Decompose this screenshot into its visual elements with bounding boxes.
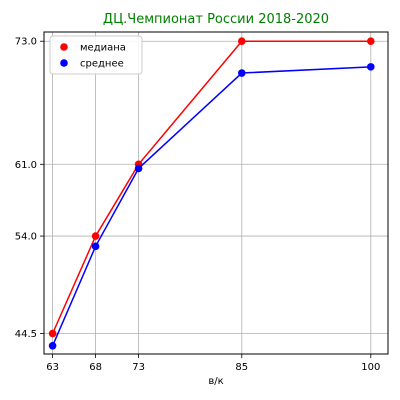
x-tick-label: 100 [361, 362, 380, 373]
y-tick-label: 73.0 [15, 37, 37, 48]
series-1-point [48, 329, 57, 338]
series-2-point [367, 63, 375, 71]
legend-label: среднее [80, 59, 124, 70]
x-tick-label: 73 [132, 362, 145, 373]
series-2-point [48, 341, 57, 350]
legend-label: медиана [80, 43, 126, 54]
x-tick-label: 63 [46, 362, 59, 373]
x-tick-label: 85 [235, 362, 248, 373]
series-2-point [134, 164, 143, 173]
legend-marker [60, 59, 68, 67]
x-axis-label: в/к [208, 376, 223, 387]
series-2-point [238, 69, 246, 77]
legend-marker [60, 43, 68, 51]
chart-title: ДЦ.Чемпионат России 2018-2020 [103, 12, 329, 27]
series-1-point [91, 232, 100, 240]
y-tick-label: 44.5 [15, 329, 37, 340]
series-2-point [91, 242, 100, 251]
y-tick-label: 54.0 [15, 232, 37, 243]
series-1-point [238, 37, 246, 46]
series-1-point [367, 37, 375, 46]
legend-box [49, 35, 143, 75]
y-tick-label: 61.0 [15, 160, 37, 171]
y-axis: 44.5 54.0 61.0 73.0 [15, 37, 44, 340]
x-axis: 63 68 73 85 100 [46, 354, 380, 373]
series [48, 37, 375, 350]
plot-frame [43, 31, 389, 355]
legend: медиана среднее [49, 35, 143, 75]
x-tick-label: 68 [89, 362, 102, 373]
